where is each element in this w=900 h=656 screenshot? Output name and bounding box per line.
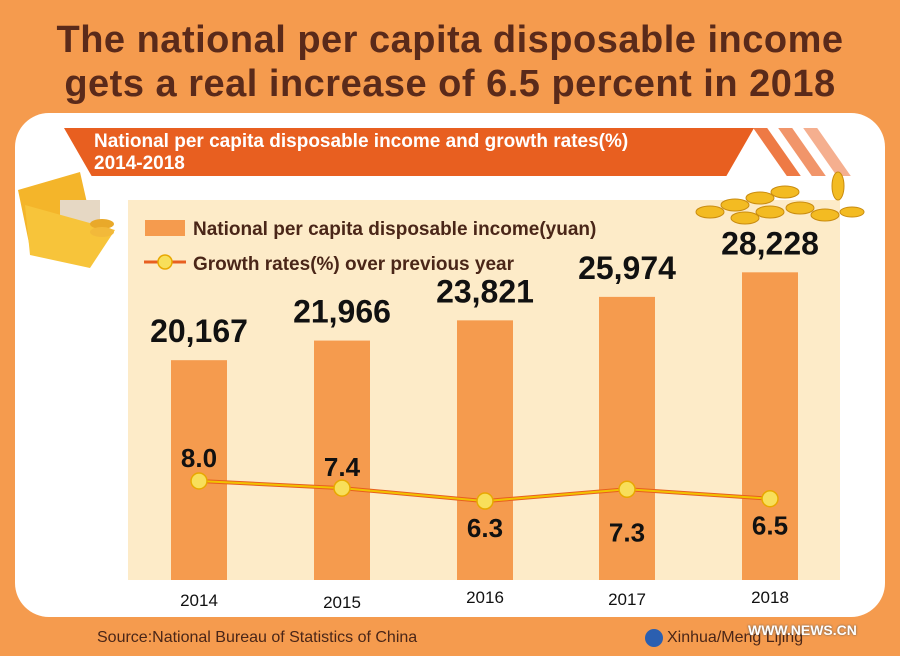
legend-line-swatch xyxy=(144,254,186,270)
source-note: Source:National Bureau of Statistics of … xyxy=(97,629,418,646)
income-bar xyxy=(457,320,513,580)
xinhua-logo-icon xyxy=(645,629,663,647)
income-value-label: 21,966 xyxy=(293,294,391,330)
chart-subtitle: 2014-2018 xyxy=(94,153,185,174)
growth-value-label: 7.3 xyxy=(609,517,645,547)
x-tick-label: 2017 xyxy=(608,590,646,609)
x-tick-label: 2014 xyxy=(180,591,218,610)
income-bar xyxy=(171,360,227,580)
subtitle-banner xyxy=(64,128,754,176)
income-value-label: 23,821 xyxy=(436,273,534,309)
income-bar xyxy=(599,296,655,580)
title-line-2: gets a real increase of 6.5 percent in 2… xyxy=(64,63,836,105)
coins-icon xyxy=(695,171,865,225)
income-value-label: 20,167 xyxy=(150,313,248,349)
growth-point xyxy=(333,479,351,497)
credit: Xinhua/Meng Lijing xyxy=(667,629,804,646)
income-bar xyxy=(742,272,798,580)
chart-title: National per capita disposable income an… xyxy=(94,131,629,152)
x-tick-label: 2016 xyxy=(466,588,504,607)
growth-value-label: 6.3 xyxy=(467,513,503,543)
growth-point xyxy=(190,472,208,490)
wallet-icon xyxy=(18,172,115,268)
income-value-label: 28,228 xyxy=(721,225,819,261)
growth-point xyxy=(476,492,494,510)
growth-point xyxy=(618,480,636,499)
title-line-1: The national per capita disposable incom… xyxy=(56,19,844,61)
x-tick-label: 2015 xyxy=(323,593,361,612)
growth-value-label: 6.5 xyxy=(752,511,788,541)
growth-value-label: 8.0 xyxy=(181,443,217,473)
legend-line-label: Growth rates(%) over previous year xyxy=(193,254,515,275)
growth-value-label: 7.4 xyxy=(324,452,361,482)
income-value-label: 25,974 xyxy=(578,250,676,286)
growth-point xyxy=(761,489,779,508)
watermark: WWW.NEWS.CN xyxy=(748,622,857,638)
legend-bar-swatch xyxy=(145,220,185,236)
legend-bar-label: National per capita disposable income(yu… xyxy=(193,219,596,240)
income-bar xyxy=(314,340,370,580)
x-tick-label: 2018 xyxy=(751,588,789,607)
